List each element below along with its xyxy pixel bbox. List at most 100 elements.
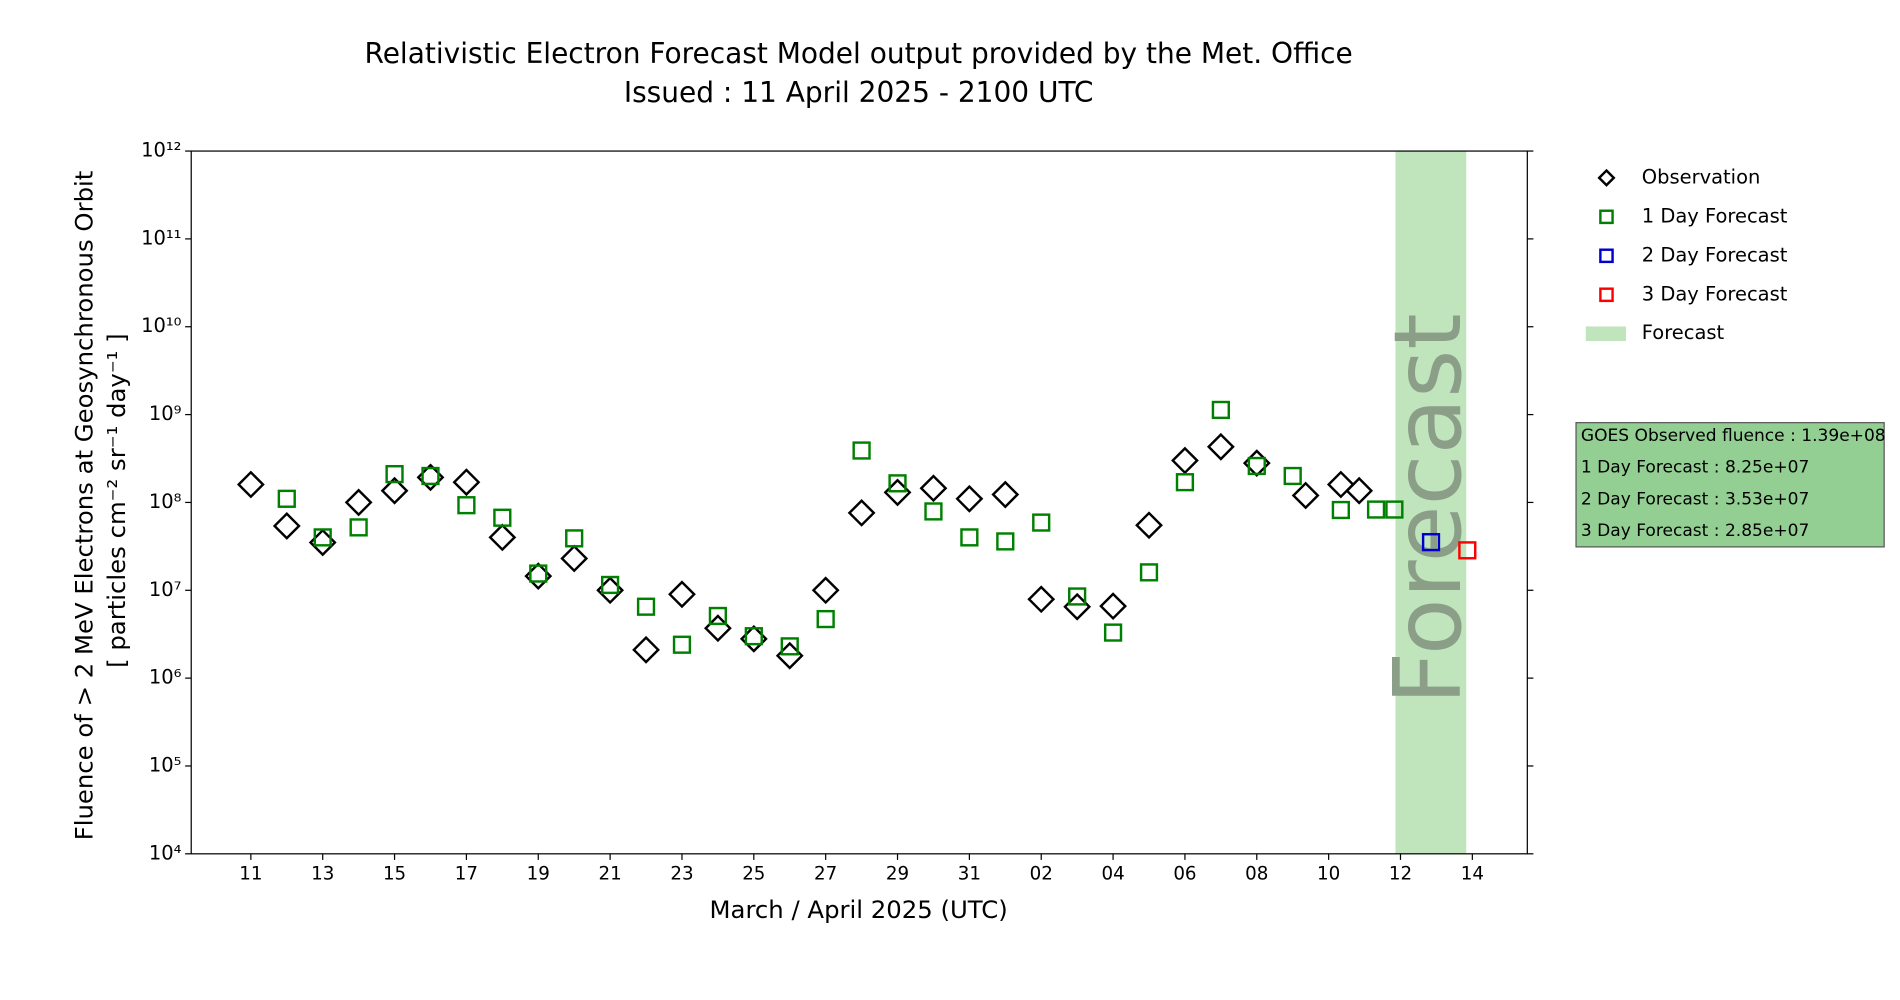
diamond-marker: [919, 474, 948, 503]
square-marker: [708, 606, 728, 626]
y-axis-label: Fluence of > 2 MeV Electrons at Geosynch…: [69, 171, 98, 841]
square-marker: [565, 529, 584, 548]
diamond-marker: [1171, 446, 1199, 475]
square-marker: [600, 575, 620, 595]
info-line: GOES Observed fluence : 1.39e+08: [1581, 426, 1886, 446]
y-tick-label: 10¹¹: [141, 226, 181, 249]
square-marker: [493, 508, 512, 527]
legend-marker: [1599, 287, 1614, 303]
info-line: 3 Day Forecast : 2.85e+07: [1581, 521, 1809, 541]
x-tick-label: 27: [814, 864, 837, 885]
square-marker: [888, 474, 907, 493]
diamond-marker: [380, 476, 409, 505]
legend-marker: [1599, 248, 1614, 264]
legend-marker: [1585, 326, 1626, 342]
square-marker: [816, 609, 835, 629]
square-marker: [1421, 533, 1441, 552]
square-marker: [1283, 466, 1302, 486]
diamond-marker: [344, 488, 373, 517]
chart-subtitle: Issued : 11 April 2025 - 2100 UTC: [624, 76, 1094, 109]
diamond-marker: [668, 580, 696, 609]
y-tick-label: 10⁵: [149, 753, 182, 776]
info-line: 1 Day Forecast : 8.25e+07: [1581, 458, 1809, 478]
diamond-marker: [1291, 481, 1320, 510]
square-marker: [852, 441, 871, 460]
diamond-marker: [452, 468, 481, 497]
diamond-marker: [488, 523, 517, 552]
square-marker: [996, 532, 1015, 551]
x-tick-label: 17: [455, 864, 478, 885]
x-tick-label: 25: [742, 864, 765, 885]
axes-frame: [190, 150, 1528, 855]
x-tick-label: 23: [670, 864, 693, 885]
diamond-marker: [1027, 585, 1056, 614]
diamond-marker: [991, 480, 1020, 509]
square-marker: [277, 489, 296, 508]
square-marker: [385, 464, 404, 484]
y-tick-label: 10⁴: [149, 841, 182, 864]
x-tick-label: 08: [1245, 864, 1268, 885]
square-marker: [1366, 500, 1386, 519]
diamond-marker: [811, 576, 840, 605]
y-axis-label: [ particles cm⁻² sr⁻¹ day⁻¹ ]: [102, 333, 131, 668]
x-axis-label: March / April 2025 (UTC): [710, 895, 1008, 924]
square-marker: [924, 502, 943, 521]
plot-area: Forecast 11 13 15 17 19 21 23 25 27 29 31 02 04 06 08 10…: [141, 139, 1534, 885]
diamond-marker: [632, 635, 660, 664]
square-marker: [421, 466, 440, 486]
square-marker: [313, 528, 332, 547]
x-tick-label: 13: [311, 864, 334, 885]
square-marker: [1068, 587, 1087, 606]
legend-label: 1 Day Forecast: [1642, 204, 1788, 227]
legend: Observation 1 Day Forecast 2 Day Forecast 3…: [1585, 165, 1788, 344]
info-text: GOES Observed fluence : 1.39e+08 1 Day Fo…: [1581, 426, 1886, 541]
legend-label: 3 Day Forecast: [1642, 282, 1788, 305]
square-marker: [1247, 456, 1266, 476]
y-tick-label: 10⁷: [149, 578, 182, 601]
legend-label: Observation: [1642, 165, 1761, 188]
x-tick-label: 10: [1317, 864, 1340, 885]
diamond-marker: [560, 544, 589, 573]
legend-marker: [1597, 168, 1616, 187]
y-tick-label: 10⁶: [149, 666, 182, 689]
diamond-marker: [1206, 432, 1235, 461]
forecast-band-label: Forecast: [1374, 313, 1482, 705]
chart-title: Relativistic Electron Forecast Model out…: [365, 37, 1353, 70]
diamond-marker: [272, 512, 301, 540]
square-marker: [1385, 500, 1404, 519]
y-tick-label: 10¹²: [141, 139, 181, 162]
square-marker: [1032, 513, 1051, 532]
x-tick-label: 19: [527, 864, 550, 885]
diamond-marker: [1345, 476, 1374, 505]
x-tick-label: 02: [1030, 864, 1053, 885]
x-tick-label: 15: [383, 864, 406, 885]
square-marker: [744, 627, 763, 646]
x-tick-label: 29: [886, 864, 909, 885]
diamond-marker: [1135, 511, 1163, 540]
square-marker: [672, 635, 692, 654]
square-marker: [960, 528, 979, 547]
x-tick-label: 04: [1101, 864, 1124, 885]
square-marker: [1211, 400, 1230, 420]
diamond-marker: [236, 470, 265, 499]
diamond-marker: [1326, 470, 1355, 499]
legend-marker: [1599, 209, 1614, 225]
diamond-marker: [955, 484, 984, 513]
square-marker: [1139, 563, 1159, 582]
x-tick-label: 21: [598, 864, 621, 885]
y-tick-label: 10⁹: [149, 402, 182, 425]
square-marker: [349, 518, 368, 537]
x-tick-label: 14: [1461, 864, 1484, 885]
info-line: 2 Day Forecast : 3.53e+07: [1581, 489, 1809, 509]
square-marker: [1331, 500, 1350, 520]
square-marker: [457, 496, 476, 515]
x-tick-label: 11: [239, 864, 262, 885]
forecast-band: [1395, 151, 1467, 854]
square-marker: [780, 637, 799, 656]
diamond-marker: [1099, 592, 1127, 621]
diamond-marker: [847, 499, 876, 527]
info-box: [1575, 422, 1885, 548]
square-marker: [1175, 473, 1195, 492]
x-tick-label: 31: [958, 864, 981, 885]
